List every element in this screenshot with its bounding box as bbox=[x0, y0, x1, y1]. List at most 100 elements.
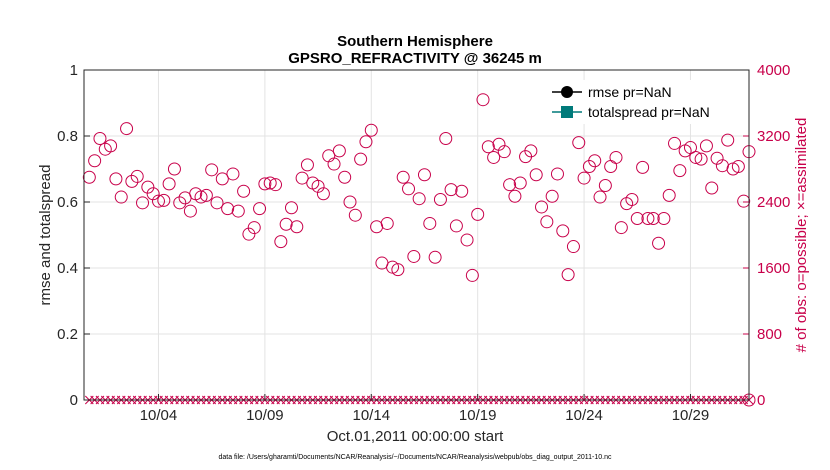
y-tick-label-left: 0.8 bbox=[57, 128, 78, 145]
obs-possible-point bbox=[199, 188, 213, 202]
obs-possible-point bbox=[630, 212, 644, 225]
obs-possible-point bbox=[247, 221, 261, 235]
obs-possible-point bbox=[109, 172, 123, 186]
obs-possible-point bbox=[593, 190, 607, 204]
obs-possible-point bbox=[253, 202, 267, 216]
obs-possible-point bbox=[689, 150, 703, 164]
y-tick-label-left: 0.6 bbox=[57, 194, 78, 211]
obs-possible-point bbox=[476, 93, 490, 107]
obs-possible-point bbox=[183, 204, 197, 218]
obs-possible-point bbox=[157, 193, 171, 207]
y-tick-label-right: 0 bbox=[757, 392, 765, 409]
obs-possible-point bbox=[279, 217, 293, 231]
obs-possible-point bbox=[609, 150, 623, 164]
obs-possible-point bbox=[412, 192, 426, 206]
legend-spread-label: totalspread pr=NaN bbox=[588, 104, 710, 120]
obs-possible-point bbox=[433, 193, 447, 207]
obs-possible-point bbox=[465, 268, 479, 282]
obs-possible-point bbox=[167, 162, 181, 176]
obs-possible-point bbox=[391, 263, 405, 277]
plot-frame bbox=[83, 69, 750, 401]
obs-possible-point bbox=[460, 233, 474, 247]
obs-possible-point bbox=[636, 160, 650, 174]
y-axis-label-left: rmse and totalspread bbox=[37, 165, 54, 306]
obs-possible-point bbox=[332, 144, 346, 158]
x-axis-label: Oct.01,2011 00:00:00 start bbox=[327, 428, 504, 445]
obs-possible-point bbox=[162, 177, 176, 191]
x-tick-label: 10/29 bbox=[672, 407, 710, 424]
obs-possible-point bbox=[641, 212, 655, 225]
obs-possible-point bbox=[566, 240, 580, 254]
obs-possible-point bbox=[300, 158, 314, 172]
obs-possible-point bbox=[439, 131, 453, 145]
x-tick-label: 10/09 bbox=[246, 407, 284, 424]
obs-possible-point bbox=[529, 168, 543, 182]
obs-possible-point bbox=[114, 190, 128, 204]
y-tick-label-left: 0.4 bbox=[57, 260, 78, 277]
chart-title: Southern Hemisphere bbox=[337, 33, 493, 50]
x-tick-label: 10/04 bbox=[140, 407, 178, 424]
obs-possible-point bbox=[721, 133, 735, 147]
obs-possible-point bbox=[577, 171, 591, 185]
mark-layer bbox=[82, 93, 756, 407]
obs-possible-point bbox=[396, 170, 410, 184]
obs-possible-point bbox=[561, 268, 575, 282]
obs-possible-point bbox=[348, 208, 362, 222]
y-tick-label-left: 0.2 bbox=[57, 326, 78, 343]
obs-possible-point bbox=[82, 170, 96, 184]
obs-possible-point bbox=[237, 184, 251, 198]
obs-possible-point bbox=[737, 194, 751, 208]
obs-possible-point bbox=[338, 170, 352, 184]
obs-possible-point bbox=[130, 169, 144, 183]
y-tick-label-right: 800 bbox=[757, 326, 782, 343]
y-tick-label-left: 1 bbox=[70, 62, 78, 79]
obs-possible-point bbox=[407, 249, 421, 263]
obs-possible-point bbox=[311, 179, 325, 193]
obs-possible-point bbox=[343, 195, 357, 209]
x-tick-label: 10/24 bbox=[565, 407, 603, 424]
obs-possible-point bbox=[194, 190, 208, 204]
obs-possible-point bbox=[673, 164, 687, 178]
legend: rmse pr=NaN totalspread pr=NaN bbox=[546, 80, 742, 124]
obs-possible-point bbox=[93, 131, 107, 145]
obs-possible-point bbox=[316, 187, 330, 201]
obs-possible-point bbox=[545, 189, 559, 203]
obs-possible-point bbox=[550, 167, 564, 181]
obs-possible-point bbox=[556, 224, 570, 238]
obs-possible-point bbox=[104, 139, 118, 153]
obs-possible-point bbox=[370, 220, 384, 234]
obs-possible-point bbox=[274, 235, 288, 249]
x-tick-label: 10/19 bbox=[459, 407, 497, 424]
obs-possible-point bbox=[524, 144, 538, 158]
obs-possible-point bbox=[284, 201, 298, 215]
obs-possible-point bbox=[598, 179, 612, 192]
obs-possible-point bbox=[683, 141, 697, 155]
obs-possible-point bbox=[497, 145, 511, 159]
obs-possible-point bbox=[449, 219, 463, 233]
tick-layer: 0 0.2 0.4 0.6 0.8 1 0 800 1600 2400 3200 4000 10/04 1… bbox=[57, 62, 790, 424]
obs-possible-point bbox=[540, 215, 554, 229]
footnote: data file: /Users/gharamti/Documents/NCA… bbox=[218, 454, 612, 461]
obs-possible-point bbox=[428, 250, 442, 264]
obs-possible-point bbox=[226, 167, 240, 181]
obs-possible-point bbox=[535, 200, 549, 214]
obs-possible-point bbox=[125, 174, 139, 188]
y-tick-label-left: 0 bbox=[70, 392, 78, 409]
obs-possible-point bbox=[481, 140, 495, 154]
obs-possible-point bbox=[210, 196, 224, 210]
obs-possible-point bbox=[215, 172, 229, 186]
legend-rmse-label: rmse pr=NaN bbox=[588, 84, 672, 100]
obs-possible-point bbox=[694, 152, 708, 166]
obs-possible-point bbox=[359, 135, 373, 149]
obs-possible-point bbox=[221, 202, 235, 216]
obs-possible-point bbox=[710, 151, 724, 165]
obs-possible-point bbox=[614, 221, 628, 235]
obs-possible-point bbox=[205, 163, 219, 177]
x-tick-label: 10/14 bbox=[353, 407, 391, 424]
legend-rmse-marker bbox=[561, 86, 573, 98]
obs-possible-point bbox=[151, 194, 165, 208]
obs-possible-point bbox=[354, 152, 368, 166]
obs-possible-point bbox=[242, 227, 256, 241]
